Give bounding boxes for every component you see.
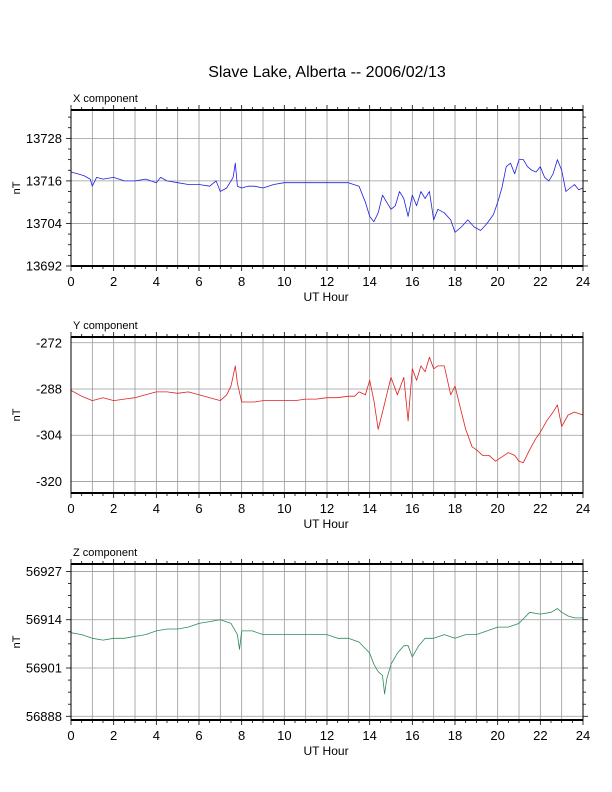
x-axis-label: UT Hour [303, 744, 348, 758]
x-tick-label: 10 [277, 274, 291, 289]
x-tick-label: 22 [533, 274, 547, 289]
x-tick-label: 18 [448, 728, 462, 743]
x-tick-label: 6 [195, 274, 202, 289]
y-tick-label: -272 [36, 335, 62, 350]
panel-1: 0 2 4 6 8 10 12 14 16 18 20 22 241369213704137161372… [11, 93, 590, 304]
x-tick-label: 14 [362, 274, 376, 289]
y-tick-label: -320 [36, 474, 62, 489]
x-tick-label: 22 [533, 728, 547, 743]
y-tick-label: 56901 [26, 661, 62, 676]
x-tick-label: 4 [153, 728, 160, 743]
series-line [70, 608, 583, 695]
x-tick-label: 22 [533, 501, 547, 516]
y-tick-label: 13728 [26, 131, 62, 146]
x-tick-label: 2 [110, 728, 117, 743]
chart-title: Slave Lake, Alberta -- 2006/02/13 [208, 64, 446, 81]
x-axis-label: UT Hour [303, 290, 348, 304]
x-tick-label: 24 [576, 728, 590, 743]
y-tick-label: -304 [36, 428, 62, 443]
x-tick-label: 20 [490, 728, 504, 743]
x-tick-label: 16 [405, 501, 419, 516]
panel-title: Y component [73, 320, 138, 332]
panel-title: Z component [73, 547, 137, 559]
x-tick-label: 6 [195, 728, 202, 743]
y-tick-label: 56914 [26, 612, 62, 627]
x-tick-label: 12 [320, 728, 334, 743]
x-tick-label: 0 [67, 728, 74, 743]
x-tick-label: 12 [320, 501, 334, 516]
x-tick-label: 20 [490, 274, 504, 289]
x-tick-label: 0 [67, 501, 74, 516]
x-tick-label: 10 [277, 728, 291, 743]
x-tick-label: 8 [238, 501, 245, 516]
y-tick-label: 56888 [26, 709, 62, 724]
series-line [70, 356, 584, 464]
x-tick-label: 4 [153, 274, 160, 289]
y-axis-label: nT [11, 408, 23, 421]
y-tick-label: 13692 [26, 259, 62, 274]
x-axis-label: UT Hour [303, 517, 348, 531]
x-tick-label: 24 [576, 501, 590, 516]
series-line [70, 159, 584, 233]
x-tick-label: 16 [405, 274, 419, 289]
y-tick-label: 56927 [26, 564, 62, 579]
x-tick-label: 24 [576, 274, 590, 289]
x-tick-label: 20 [490, 501, 504, 516]
x-tick-label: 14 [362, 728, 376, 743]
panel-3: 0 2 4 6 8 10 12 14 16 18 20 22 245688856901569145692… [11, 547, 590, 758]
x-tick-label: 8 [238, 728, 245, 743]
x-tick-label: 6 [195, 501, 202, 516]
x-tick-label: 10 [277, 501, 291, 516]
x-tick-label: 12 [320, 274, 334, 289]
y-axis-label: nT [11, 635, 23, 648]
x-tick-label: 8 [238, 274, 245, 289]
x-tick-label: 18 [448, 501, 462, 516]
x-tick-label: 14 [362, 501, 376, 516]
panel-title: X component [73, 93, 138, 105]
y-tick-label: 13704 [26, 216, 62, 231]
x-tick-label: 18 [448, 274, 462, 289]
x-tick-label: 4 [153, 501, 160, 516]
x-tick-label: 16 [405, 728, 419, 743]
component-panels: 0 2 4 6 8 10 12 14 16 18 20 22 241369213704137161372… [11, 93, 590, 758]
x-tick-label: 0 [67, 274, 74, 289]
y-tick-label: -288 [36, 382, 62, 397]
y-axis-label: nT [11, 181, 23, 194]
x-tick-label: 2 [110, 274, 117, 289]
x-tick-label: 2 [110, 501, 117, 516]
y-tick-label: 13716 [26, 173, 62, 188]
